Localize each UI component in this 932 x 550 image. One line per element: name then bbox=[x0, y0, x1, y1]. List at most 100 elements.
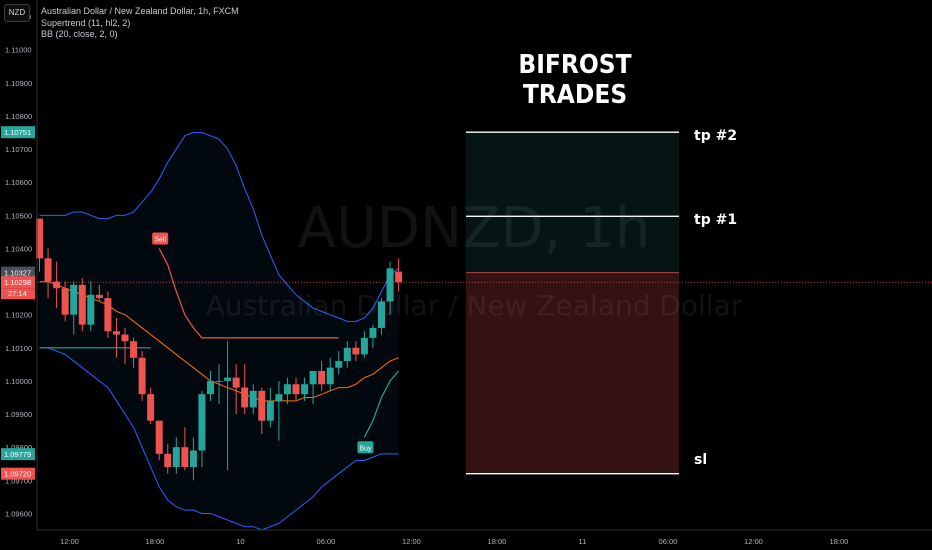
price-tick: 1.10400 bbox=[5, 244, 32, 253]
candle-body bbox=[258, 390, 266, 421]
candle-body bbox=[266, 400, 274, 421]
price-tick: 1.10200 bbox=[5, 311, 32, 320]
badge-lower-band-bg bbox=[1, 448, 35, 461]
candle-body bbox=[147, 394, 155, 421]
sell-signal: Sell bbox=[154, 236, 166, 243]
price-tick: 1.10600 bbox=[5, 178, 32, 187]
badge-countdown-bg bbox=[1, 288, 35, 300]
time-tick: 06:00 bbox=[659, 537, 678, 546]
candle-body bbox=[275, 394, 283, 401]
candle-body bbox=[87, 294, 95, 325]
supertrend-segment bbox=[158, 248, 339, 339]
candle-body bbox=[352, 347, 360, 355]
candle-body bbox=[224, 377, 232, 381]
candle-body bbox=[369, 327, 377, 338]
supertrend-segment bbox=[363, 370, 400, 438]
time-tick: 11 bbox=[579, 537, 587, 546]
candle-body bbox=[104, 298, 112, 332]
candle-body bbox=[283, 384, 291, 395]
price-tick: 1.11000 bbox=[5, 46, 32, 55]
candle-body bbox=[78, 284, 86, 325]
badge-upper-band-bg bbox=[1, 126, 35, 139]
time-tick: 18:00 bbox=[830, 537, 849, 546]
sl-label: sl bbox=[694, 452, 708, 468]
candle-body bbox=[44, 258, 52, 282]
badge-last-price: 1.10298 bbox=[4, 278, 31, 287]
sell-signal-box bbox=[152, 232, 169, 245]
headline-text: BIFROST TRADES bbox=[518, 50, 632, 110]
price-tick: 1.09600 bbox=[5, 509, 32, 518]
candle-body bbox=[232, 377, 240, 388]
candle-body bbox=[130, 341, 138, 358]
time-tick: 12:00 bbox=[744, 537, 763, 546]
price-tick: 1.09700 bbox=[5, 476, 32, 485]
time-tick: 06:00 bbox=[317, 537, 336, 546]
candle-body bbox=[378, 301, 385, 328]
candle-body bbox=[249, 390, 257, 408]
candle-body bbox=[318, 371, 326, 385]
candle-body bbox=[292, 384, 300, 395]
candle-body bbox=[181, 447, 189, 468]
candle-body bbox=[189, 450, 197, 468]
candle-body bbox=[53, 281, 61, 289]
chart-legend: Australian Dollar / New Zealand Dollar, … bbox=[41, 6, 239, 41]
loss-zone bbox=[466, 272, 679, 474]
candle-body bbox=[70, 284, 78, 315]
candle-body bbox=[386, 268, 394, 302]
watermark-ticker: AUDNZD, 1h bbox=[297, 196, 651, 261]
candle-body bbox=[61, 288, 69, 315]
badge-lower-band: 1.09779 bbox=[4, 450, 31, 459]
price-tick: 1.10700 bbox=[5, 145, 32, 154]
bb-lower-line bbox=[39, 347, 399, 531]
candle-body bbox=[138, 357, 146, 395]
price-tick: 1.10900 bbox=[5, 79, 32, 88]
badge-last-price-bg bbox=[1, 276, 35, 289]
candle-body bbox=[95, 294, 103, 299]
badge-entry-price: 1.10327 bbox=[4, 269, 31, 278]
buy-signal: Buy bbox=[359, 445, 372, 452]
badge-stop-loss-bg bbox=[1, 467, 35, 480]
candle-body bbox=[360, 337, 368, 355]
candle-body bbox=[207, 380, 214, 395]
price-tick: 1.10000 bbox=[5, 377, 32, 386]
time-tick: 12:00 bbox=[402, 537, 421, 546]
legend-supertrend[interactable]: Supertrend (11, hl2, 2) bbox=[41, 17, 131, 28]
legend-title[interactable]: Australian Dollar / New Zealand Dollar, … bbox=[41, 6, 239, 16]
candle-body bbox=[112, 331, 120, 335]
candle-body bbox=[164, 453, 172, 468]
candle-body bbox=[301, 384, 309, 395]
tp1-label: tp #1 bbox=[694, 212, 738, 228]
candle-body bbox=[155, 420, 163, 454]
price-tick: 1.10500 bbox=[5, 211, 32, 220]
candle-body bbox=[215, 380, 223, 382]
bb-upper-line bbox=[39, 132, 399, 322]
time-tick: 10 bbox=[236, 537, 244, 546]
candle-body bbox=[335, 361, 343, 368]
bb-fill bbox=[39, 132, 399, 530]
candle-body bbox=[343, 347, 351, 362]
legend-bollinger[interactable]: BB (20, close, 2, 0) bbox=[41, 29, 118, 39]
price-tick: 1.09800 bbox=[5, 443, 32, 452]
price-tick: 1.09900 bbox=[5, 410, 32, 419]
candle-body bbox=[198, 394, 206, 451]
badge-entry-price-bg bbox=[1, 266, 35, 279]
symbol-button[interactable]: NZD bbox=[4, 4, 30, 22]
candle-body bbox=[121, 334, 129, 342]
time-tick: 18:00 bbox=[146, 537, 165, 546]
buy-signal-box bbox=[357, 441, 374, 454]
badge-countdown: 27:14 bbox=[8, 289, 27, 298]
tp2-label: tp #2 bbox=[694, 128, 738, 144]
candle-body bbox=[395, 271, 403, 283]
watermark-name: Australian Dollar / New Zealand Dollar bbox=[205, 289, 743, 322]
candle-body bbox=[36, 218, 43, 259]
candle-body bbox=[241, 387, 249, 408]
price-tick: 1.10100 bbox=[5, 344, 32, 353]
candle-body bbox=[309, 371, 317, 385]
candle-body bbox=[172, 447, 180, 468]
candle-body bbox=[326, 367, 334, 385]
badge-upper-band: 1.10751 bbox=[4, 128, 31, 137]
price-tick: 1.10800 bbox=[5, 112, 32, 121]
time-tick: 18:00 bbox=[488, 537, 507, 546]
time-tick: 12:00 bbox=[60, 537, 79, 546]
